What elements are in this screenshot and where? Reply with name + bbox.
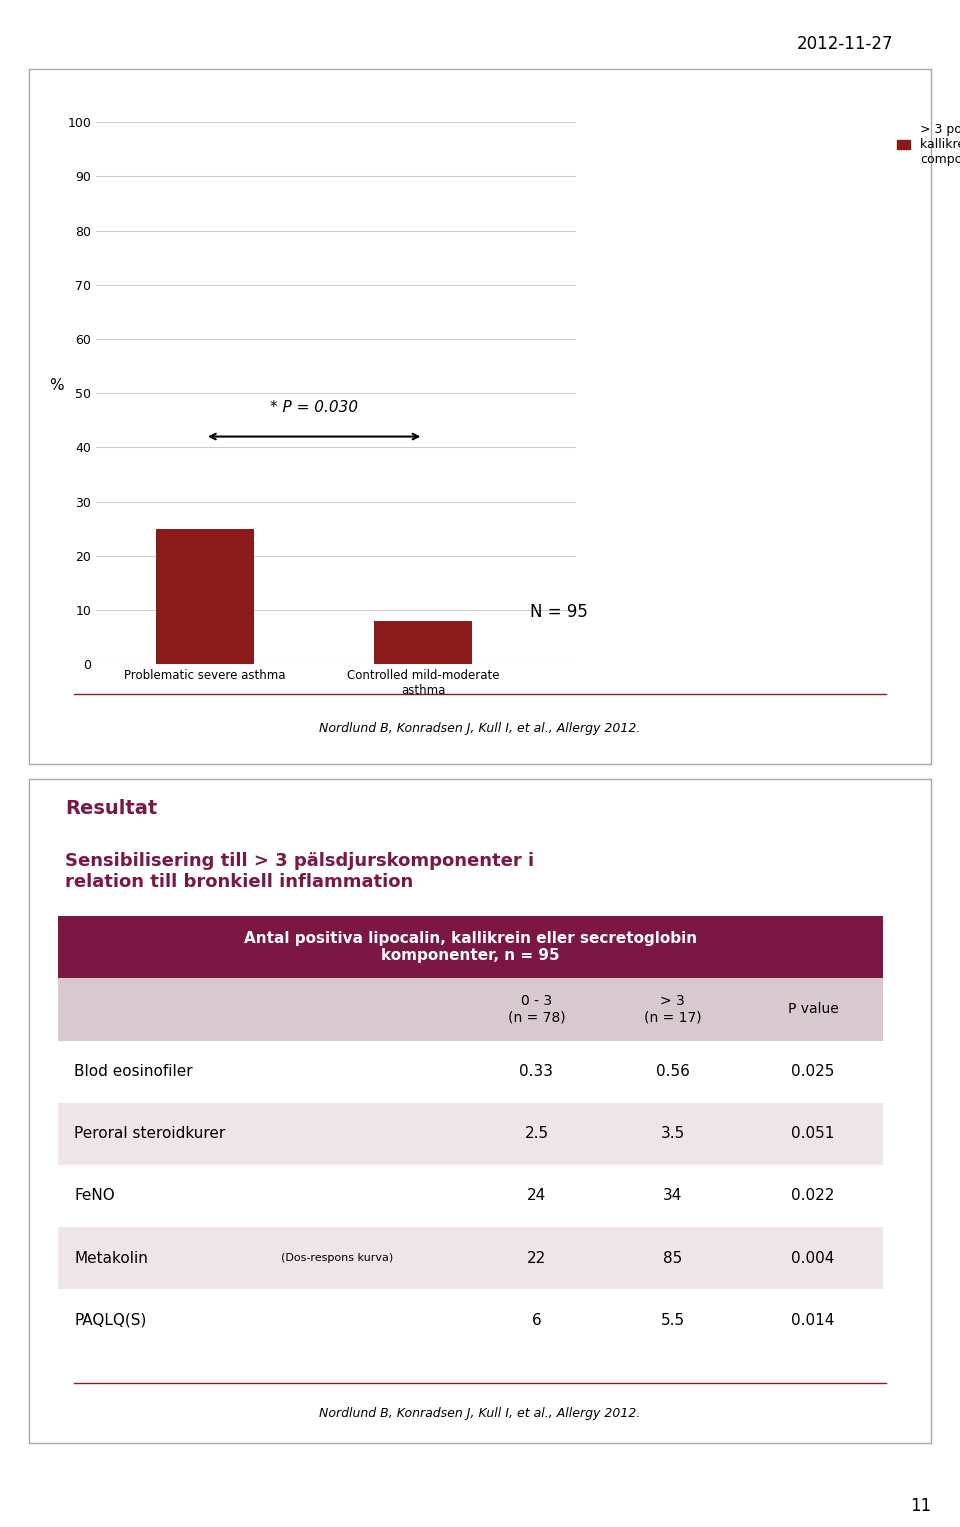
Text: 0.022: 0.022 — [791, 1188, 834, 1203]
Bar — [58, 1289, 883, 1351]
Legend: > 3 positive lipocalin,
kallikrein and secretoglobin
components: > 3 positive lipocalin, kallikrein and s… — [893, 118, 960, 171]
Text: FeNO: FeNO — [74, 1188, 115, 1203]
Text: (Dos-respons kurva): (Dos-respons kurva) — [280, 1254, 393, 1263]
Text: 11: 11 — [910, 1496, 931, 1515]
Bar — [743, 979, 883, 1040]
Text: Antal positiva lipocalin, kallikrein eller secretoglobin
komponenter, n = 95: Antal positiva lipocalin, kallikrein ell… — [244, 931, 697, 964]
Bar — [58, 1040, 883, 1102]
Bar — [470, 979, 603, 1040]
Bar — [603, 979, 743, 1040]
Y-axis label: %: % — [49, 379, 63, 394]
Text: Blod eosinofiler: Blod eosinofiler — [74, 1064, 193, 1080]
Text: 3.5: 3.5 — [660, 1127, 684, 1141]
Text: * P = 0.030: * P = 0.030 — [270, 400, 358, 415]
Text: 0.014: 0.014 — [791, 1313, 834, 1328]
Text: Sensibilisering till > 3 pälsdjurskomponenter i
relation till bronkiell inflamma: Sensibilisering till > 3 pälsdjurskompon… — [65, 852, 534, 890]
Bar — [58, 1228, 883, 1289]
Bar — [58, 1165, 883, 1228]
Text: Metakolin: Metakolin — [74, 1251, 148, 1266]
Text: Resultat: Resultat — [65, 799, 157, 817]
Text: 6: 6 — [532, 1313, 541, 1328]
Text: 24: 24 — [527, 1188, 546, 1203]
Text: Nordlund B, Konradsen J, Kull I, et al., Allergy 2012.: Nordlund B, Konradsen J, Kull I, et al.,… — [320, 1406, 640, 1420]
Text: Peroral steroidkurer: Peroral steroidkurer — [74, 1127, 226, 1141]
Bar — [58, 979, 470, 1040]
Text: 0 - 3
(n = 78): 0 - 3 (n = 78) — [508, 994, 565, 1025]
Text: 2012-11-27: 2012-11-27 — [797, 35, 893, 53]
Text: 85: 85 — [663, 1251, 683, 1266]
Text: Nordlund B, Konradsen J, Kull I, et al., Allergy 2012.: Nordlund B, Konradsen J, Kull I, et al.,… — [320, 722, 640, 736]
Text: 0.56: 0.56 — [656, 1064, 689, 1080]
Bar — [58, 916, 883, 979]
Bar — [156, 528, 254, 664]
Text: 2.5: 2.5 — [524, 1127, 548, 1141]
Text: PAQLQ(S): PAQLQ(S) — [74, 1313, 147, 1328]
Text: 5.5: 5.5 — [660, 1313, 684, 1328]
Text: 0.004: 0.004 — [791, 1251, 834, 1266]
Text: 0.33: 0.33 — [519, 1064, 554, 1080]
Text: N = 95: N = 95 — [530, 603, 588, 621]
Text: 22: 22 — [527, 1251, 546, 1266]
Text: 34: 34 — [663, 1188, 683, 1203]
Bar — [374, 621, 472, 664]
Text: P value: P value — [787, 1002, 838, 1017]
Text: 0.025: 0.025 — [791, 1064, 834, 1080]
Bar — [58, 1102, 883, 1165]
Text: 0.051: 0.051 — [791, 1127, 834, 1141]
Text: > 3
(n = 17): > 3 (n = 17) — [644, 994, 702, 1025]
